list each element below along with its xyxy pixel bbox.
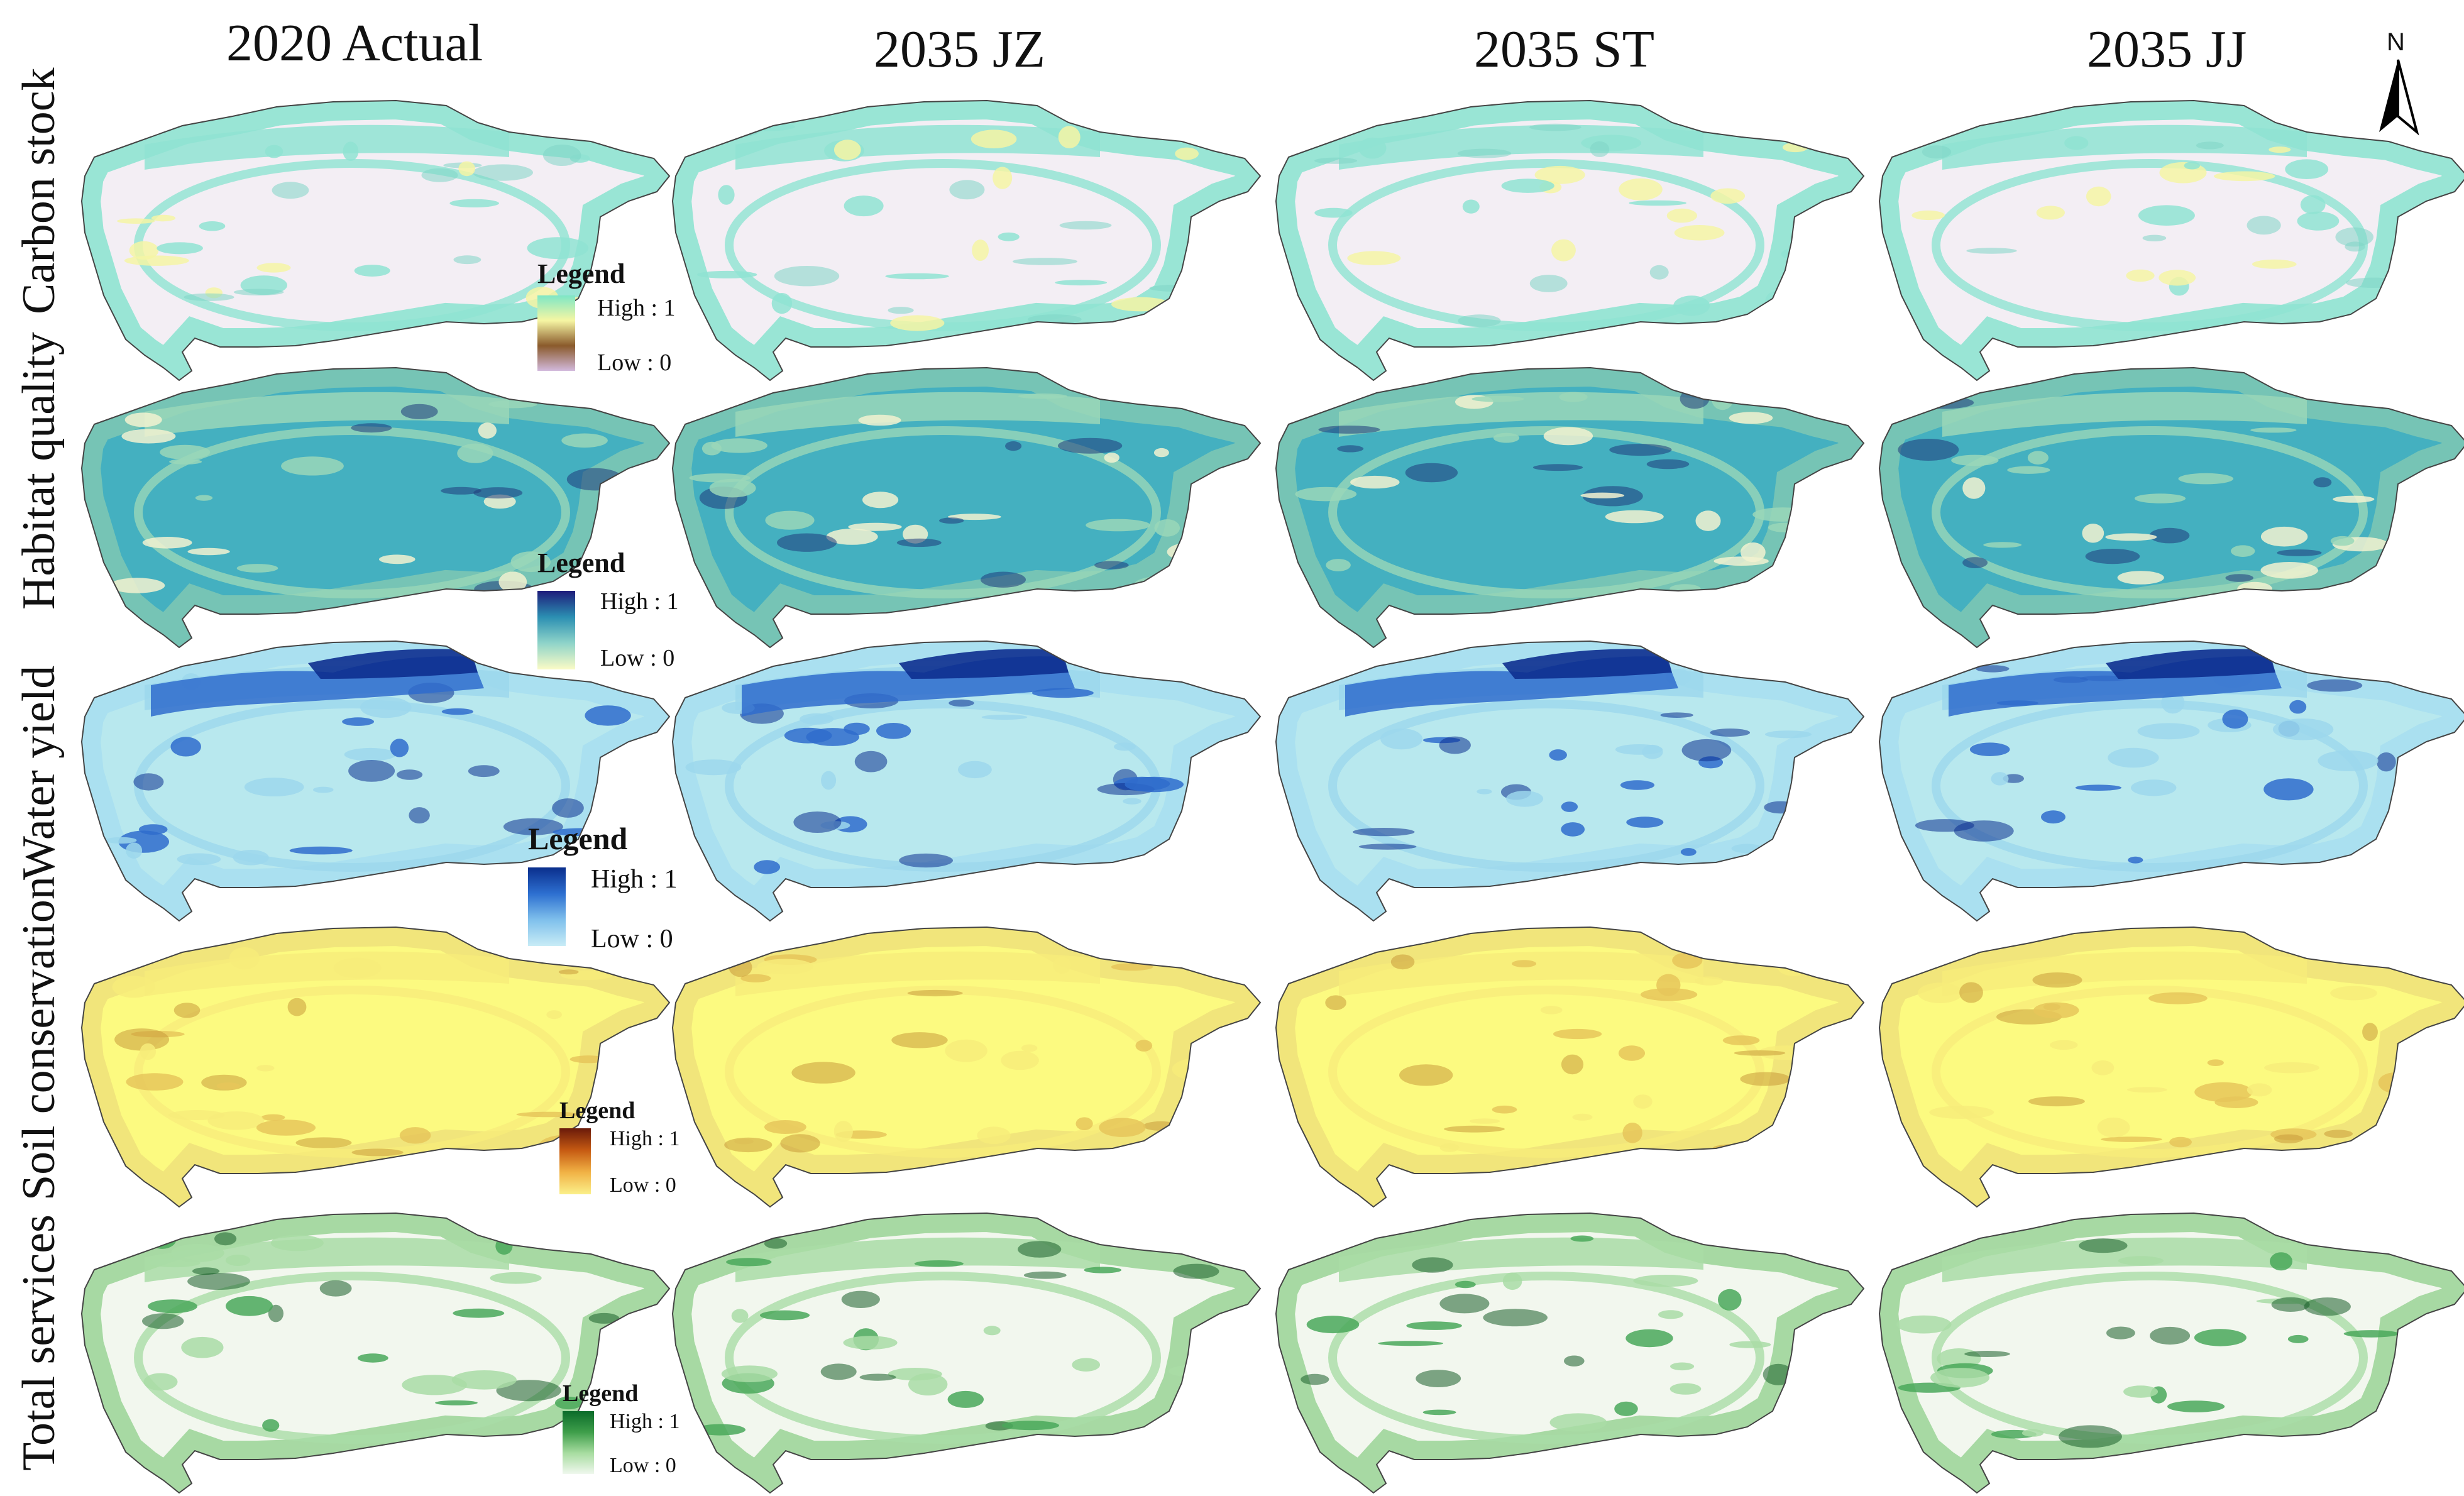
- legend-title: Legend: [537, 547, 625, 578]
- column-title-2035-st: 2035 ST: [1474, 20, 1655, 79]
- legend-title: Legend: [528, 821, 628, 856]
- row-label-water-yield: Water yield: [13, 665, 65, 880]
- map-panel: [1878, 366, 2464, 649]
- map-panel: [1275, 99, 1865, 382]
- legend-soil-conservation: Legend High : 1 Low : 0: [559, 1097, 704, 1204]
- legend-low-label: Low : 0: [610, 1174, 676, 1197]
- north-arrow-icon: [2379, 59, 2419, 136]
- legend-high-label: High : 1: [597, 295, 676, 321]
- legend-water-yield: Legend High : 1 Low : 0: [528, 820, 698, 955]
- legend-high-label: High : 1: [591, 865, 678, 894]
- legend-high-label: High : 1: [610, 1410, 680, 1433]
- legend-title: Legend: [563, 1380, 639, 1407]
- legend-low-label: Low : 0: [591, 925, 673, 954]
- map-panel: [1878, 1212, 2464, 1494]
- map-panel: [1275, 640, 1865, 922]
- legend-total-services: Legend High : 1 Low : 0: [563, 1380, 701, 1483]
- map-panel: [1878, 926, 2464, 1208]
- map-panel: [1275, 926, 1865, 1208]
- column-title-2020-actual: 2020 Actual: [226, 14, 483, 72]
- legend-color-ramp: [563, 1411, 594, 1474]
- map-panel: [1275, 1212, 1865, 1494]
- legend-high-label: High : 1: [600, 588, 679, 615]
- map-panel: [671, 99, 1262, 382]
- map-panel: [671, 1212, 1262, 1494]
- legend-color-ramp: [537, 591, 575, 669]
- map-panel: [80, 366, 671, 649]
- map-panel: [1878, 99, 2464, 382]
- map-panel: [671, 640, 1262, 922]
- map-panel: [1275, 366, 1865, 649]
- map-panel: [80, 1212, 671, 1494]
- map-panel: [80, 640, 671, 922]
- legend-habitat-quality: Legend High : 1 Low : 0: [537, 547, 701, 679]
- column-title-2035-jj: 2035 JJ: [2087, 20, 2247, 79]
- row-label-total-services: Total services: [13, 1214, 65, 1471]
- legend-high-label: High : 1: [610, 1127, 680, 1150]
- column-title-2035-jz: 2035 JZ: [874, 20, 1045, 79]
- legend-low-label: Low : 0: [597, 349, 672, 376]
- legend-title: Legend: [559, 1097, 635, 1124]
- map-panel: [671, 366, 1262, 649]
- north-label: N: [2387, 28, 2405, 56]
- row-label-carbon-stock: Carbon stock: [13, 67, 65, 314]
- map-panel: [1878, 640, 2464, 922]
- map-panel: [671, 926, 1262, 1208]
- map-panel: [80, 99, 671, 382]
- row-label-soil-conservation: Soil conservation: [13, 876, 65, 1201]
- legend-color-ramp: [528, 867, 566, 946]
- legend-title: Legend: [537, 258, 625, 289]
- legend-carbon-stock: Legend High : 1 Low : 0: [537, 258, 701, 377]
- legend-color-ramp: [537, 295, 575, 371]
- legend-low-label: Low : 0: [600, 645, 675, 671]
- row-label-habitat-quality: Habitat quality: [13, 332, 65, 610]
- legend-low-label: Low : 0: [610, 1454, 676, 1477]
- legend-color-ramp: [559, 1128, 591, 1194]
- map-panel: [80, 926, 671, 1208]
